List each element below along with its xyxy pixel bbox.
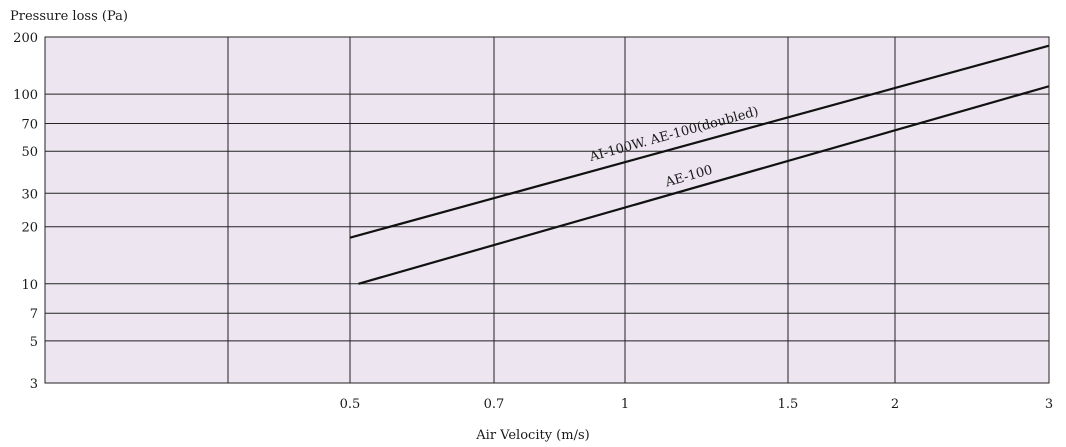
x-axis-label: Air Velocity (m/s) [476,428,590,443]
grid [45,37,1049,383]
y-tick-label: 20 [21,221,38,236]
x-tick-label: 1 [621,397,629,412]
x-tick-labels: 0.5 0.7 1 1.5 2 3 [340,397,1053,412]
x-tick-label: 0.5 [340,397,361,412]
y-axis-label: Pressure loss (Pa) [10,9,128,24]
x-tick-label: 2 [891,397,899,412]
series-lines [349,44,1050,285]
plot-area [45,37,1049,383]
y-tick-label: 70 [21,117,38,132]
y-tick-label: 100 [13,88,38,103]
series-line [358,85,1050,285]
x-tick-label: 0.7 [484,397,505,412]
y-tick-label: 3 [30,377,38,392]
y-tick-label: 5 [30,335,38,350]
x-tick-label: 1.5 [778,397,799,412]
y-tick-label: 10 [21,278,38,293]
x-tick-label: 3 [1045,397,1053,412]
series-line [349,44,1050,239]
y-tick-label: 200 [13,31,38,46]
y-tick-label: 50 [21,145,38,160]
y-tick-label: 7 [30,307,38,322]
y-tick-label: 30 [21,187,38,202]
plot-frame [44,36,1050,384]
y-tick-labels: 3 5 7 10 20 30 50 70 100 200 [13,31,38,392]
